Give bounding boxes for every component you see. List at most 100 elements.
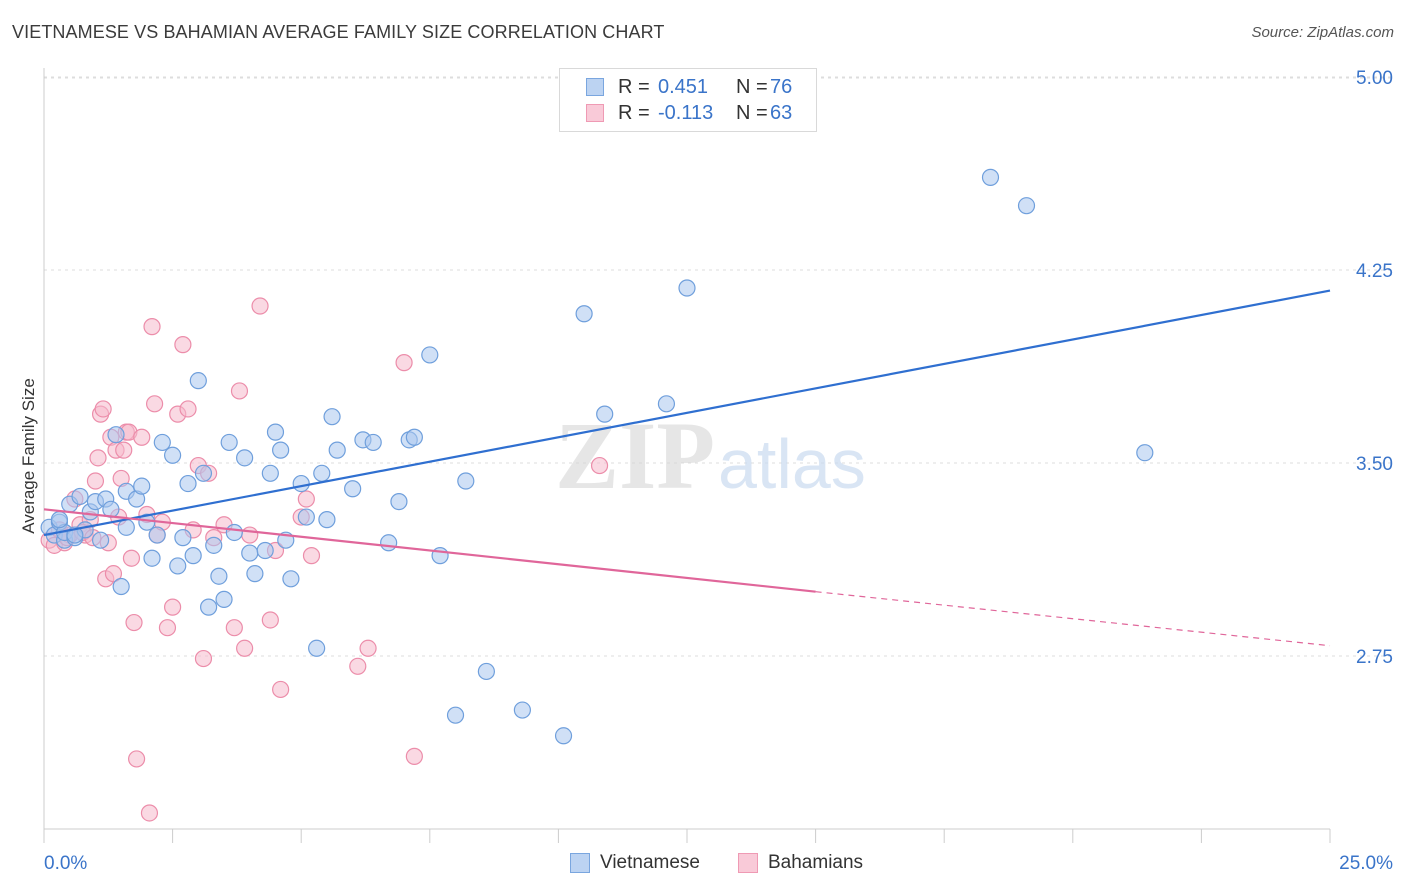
bahamians-trend-extension bbox=[815, 591, 1331, 647]
vietnamese-point bbox=[272, 441, 290, 459]
x-tick-label-max: 25.0% bbox=[1339, 853, 1393, 874]
vietnamese-point bbox=[328, 441, 346, 459]
vietnamese-point bbox=[477, 662, 495, 681]
vietnamese-point bbox=[596, 405, 614, 423]
bahamians-point bbox=[125, 613, 143, 632]
chart-title: VIETNAMESE VS BAHAMIAN AVERAGE FAMILY SI… bbox=[12, 22, 665, 42]
vietnamese-point bbox=[205, 536, 223, 554]
bahamians-point bbox=[302, 547, 321, 565]
vietnamese-point bbox=[169, 557, 187, 575]
series-legend: Vietnamese Bahamians bbox=[0, 852, 1406, 878]
vietnamese-point bbox=[189, 372, 207, 390]
vietnamese-point bbox=[390, 493, 408, 511]
watermark-atlas: atlas bbox=[718, 425, 866, 503]
vietnamese-point bbox=[344, 480, 362, 498]
legend-n-value: 76 bbox=[770, 75, 793, 98]
legend-r-label: R = bbox=[618, 101, 650, 124]
vietnamese-point bbox=[112, 577, 130, 596]
bahamians-point bbox=[230, 382, 249, 400]
vietnamese-point bbox=[200, 598, 218, 616]
vietnamese-point bbox=[1017, 197, 1036, 215]
bahamians-point bbox=[104, 565, 123, 583]
vietnamese-point bbox=[246, 565, 264, 583]
watermark-zip: ZIP bbox=[555, 402, 715, 509]
y-tick-label: 3.50 bbox=[1356, 454, 1393, 475]
bahamians-point bbox=[395, 354, 413, 372]
bahamians-point bbox=[89, 449, 107, 467]
legend-r-value: 0.451 bbox=[658, 75, 709, 98]
legend-n-label: N = bbox=[736, 75, 768, 98]
legend-row-vietnamese: R = 0.451 N = 76 bbox=[586, 74, 792, 100]
vietnamese-point bbox=[308, 639, 326, 657]
vietnamese-point bbox=[380, 534, 398, 552]
bahamians-point bbox=[127, 750, 146, 768]
vietnamese-point bbox=[153, 433, 171, 452]
vietnamese-point bbox=[256, 541, 274, 560]
vietnamese-point bbox=[678, 279, 696, 297]
vietnamese-point bbox=[220, 433, 238, 452]
bahamians-point bbox=[140, 804, 159, 822]
chart-source: Source: ZipAtlas.com bbox=[1251, 24, 1394, 41]
bahamians-point bbox=[405, 747, 423, 765]
series-swatch-vietnamese bbox=[570, 853, 590, 873]
vietnamese-point bbox=[297, 508, 315, 526]
bahamians-point bbox=[122, 549, 141, 567]
bahamians-point bbox=[145, 395, 164, 413]
bahamians-point bbox=[359, 639, 377, 657]
legend-r-value: -0.113 bbox=[658, 101, 714, 124]
vietnamese-point bbox=[292, 474, 310, 493]
y-tick-label: 4.25 bbox=[1356, 261, 1393, 282]
series-legend-vietnamese: Vietnamese bbox=[570, 852, 700, 874]
bahamians-point bbox=[194, 649, 213, 668]
vietnamese-point bbox=[71, 487, 89, 506]
stats-legend: R = 0.451 N = 76 R = -0.113 N = 63 bbox=[559, 68, 817, 132]
vietnamese-point bbox=[513, 701, 531, 719]
bahamians-point bbox=[261, 611, 279, 629]
legend-r-label: R = bbox=[618, 75, 650, 98]
vietnamese-point bbox=[261, 464, 279, 482]
vietnamese-point bbox=[266, 423, 285, 441]
bahamians-point bbox=[158, 619, 177, 637]
vietnamese-point bbox=[215, 590, 233, 608]
vietnamese-point bbox=[446, 706, 465, 724]
vietnamese-point bbox=[210, 567, 228, 585]
vietnamese-point bbox=[323, 408, 341, 426]
legend-n-value: 63 bbox=[770, 101, 793, 124]
vietnamese-point bbox=[107, 426, 125, 444]
bahamians-point bbox=[590, 456, 609, 475]
bahamians-trend-line bbox=[43, 508, 816, 593]
vietnamese-trend-line bbox=[43, 289, 1331, 537]
bahamians-point bbox=[164, 598, 182, 616]
vietnamese-point bbox=[133, 477, 151, 495]
vietnamese-point bbox=[981, 168, 1000, 186]
vietnamese-point bbox=[117, 518, 135, 536]
bahamians-point bbox=[251, 297, 269, 315]
vietnamese-point bbox=[50, 511, 69, 529]
vietnamese-point bbox=[91, 531, 110, 549]
vietnamese-point bbox=[143, 549, 161, 567]
vietnamese-point bbox=[148, 526, 166, 544]
vietnamese-point bbox=[184, 547, 202, 565]
bahamians-point bbox=[272, 680, 290, 699]
vietnamese-point bbox=[179, 474, 197, 493]
vietnamese-point bbox=[1136, 444, 1154, 462]
legend-swatch-bahamians bbox=[586, 104, 604, 122]
vietnamese-point bbox=[421, 346, 439, 364]
series-label-bahamians: Bahamians bbox=[768, 852, 864, 873]
legend-row-bahamians: R = -0.113 N = 63 bbox=[586, 100, 792, 126]
vietnamese-point bbox=[225, 523, 243, 542]
vietnamese-point bbox=[241, 544, 259, 562]
vietnamese-point bbox=[457, 472, 475, 490]
vietnamese-point bbox=[194, 464, 213, 482]
legend-n-label: N = bbox=[736, 101, 768, 124]
vietnamese-point bbox=[364, 433, 382, 452]
y-axis-title: Average Family Size bbox=[19, 378, 38, 534]
vietnamese-point bbox=[313, 464, 331, 482]
legend-swatch-vietnamese bbox=[586, 78, 604, 96]
series-label-vietnamese: Vietnamese bbox=[600, 852, 700, 873]
series-legend-bahamians: Bahamians bbox=[738, 852, 863, 874]
bahamians-point bbox=[94, 400, 112, 418]
series-swatch-bahamians bbox=[738, 853, 758, 873]
bahamians-point bbox=[86, 472, 105, 490]
